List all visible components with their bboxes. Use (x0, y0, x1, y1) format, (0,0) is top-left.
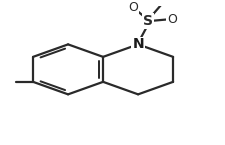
Text: O: O (166, 13, 176, 26)
Text: O: O (128, 1, 138, 14)
Text: N: N (132, 37, 143, 51)
Text: S: S (143, 14, 153, 28)
